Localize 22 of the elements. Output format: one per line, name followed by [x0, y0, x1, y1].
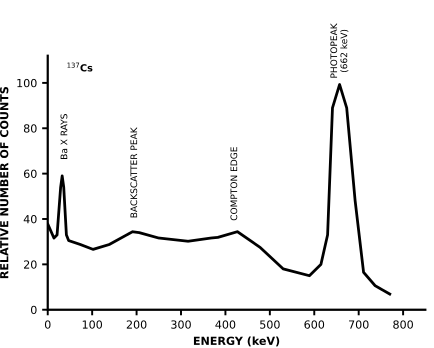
x-tick-label: 500: [260, 320, 280, 329]
x-tick-label: 800: [393, 320, 413, 329]
annotation: Ba X RAYS: [60, 114, 68, 159]
y-tick-label: 0: [30, 306, 37, 314]
x-tick-label: 0: [44, 320, 51, 329]
x-tick-label: 300: [171, 320, 191, 329]
x-tick-label: 100: [82, 320, 102, 329]
y-axis-title: RELATIVE NUMBER OF COUNTS: [0, 87, 8, 278]
x-tick-label: 600: [304, 320, 324, 329]
x-tick-label: 400: [215, 320, 236, 329]
annotation: BACKSCATTER PEAK: [130, 127, 138, 218]
annotation: COMPTON EDGE: [230, 147, 238, 220]
x-tick-label: 200: [126, 320, 146, 329]
x-tick-label: 700: [348, 320, 369, 329]
x-axis-title: ENERGY (keV): [194, 336, 280, 346]
annotation: PHOTOPEAK (662 keV): [330, 23, 348, 78]
y-tick-label: 60: [24, 170, 37, 178]
annotation: $^{137}$Cs: [67, 62, 92, 72]
y-tick-label: 20: [24, 260, 37, 269]
y-tick-label: 100: [17, 78, 37, 88]
y-tick-label: 40: [24, 214, 37, 224]
y-tick-label: 80: [24, 124, 37, 133]
